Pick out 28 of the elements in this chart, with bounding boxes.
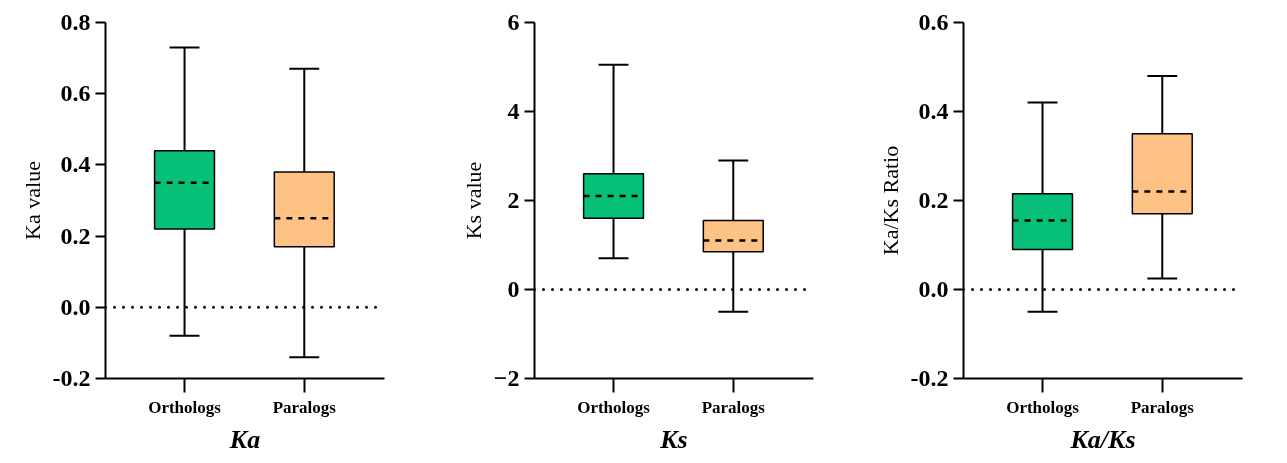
y-tick-label: 0.6	[918, 9, 949, 35]
x-tick-label: Paralogs	[701, 397, 766, 417]
y-tick-label: 2	[507, 187, 520, 213]
y-tick-label: 0.4	[60, 151, 91, 178]
x-axis-title: Ks	[659, 424, 688, 454]
y-tick-label: -0.2	[910, 365, 949, 391]
y-tick-label: 0.0	[918, 276, 949, 302]
x-axis-title: Ka/Ks	[1069, 424, 1136, 454]
y-axis-title: Ks value	[460, 161, 486, 240]
y-tick-label: 0.2	[918, 187, 949, 213]
y-axis-title: Ka/Ks Ratio	[877, 145, 903, 256]
x-tick-label: Orthologs	[148, 397, 222, 417]
y-tick-label: -0.2	[52, 365, 91, 391]
x-tick-label: Orthologs	[577, 397, 651, 417]
y-tick-label: 0.4	[918, 98, 949, 124]
y-tick-label: 4	[507, 98, 520, 124]
y-tick-label: 0.8	[60, 9, 91, 35]
y-tick-label: 0.6	[60, 80, 91, 107]
y-tick-label: 6	[507, 9, 520, 35]
y-axis-title: Ka value	[19, 161, 45, 240]
y-tick-label: 0.2	[60, 222, 91, 249]
y-tick-label: 0.0	[60, 293, 91, 320]
y-tick-label: −2	[493, 365, 520, 391]
x-tick-label: Paralogs	[272, 397, 337, 417]
y-tick-label: 0	[507, 276, 520, 302]
x-tick-label: Paralogs	[1130, 397, 1195, 417]
x-axis-title: Ka	[228, 424, 261, 454]
x-tick-label: Orthologs	[1006, 397, 1080, 417]
